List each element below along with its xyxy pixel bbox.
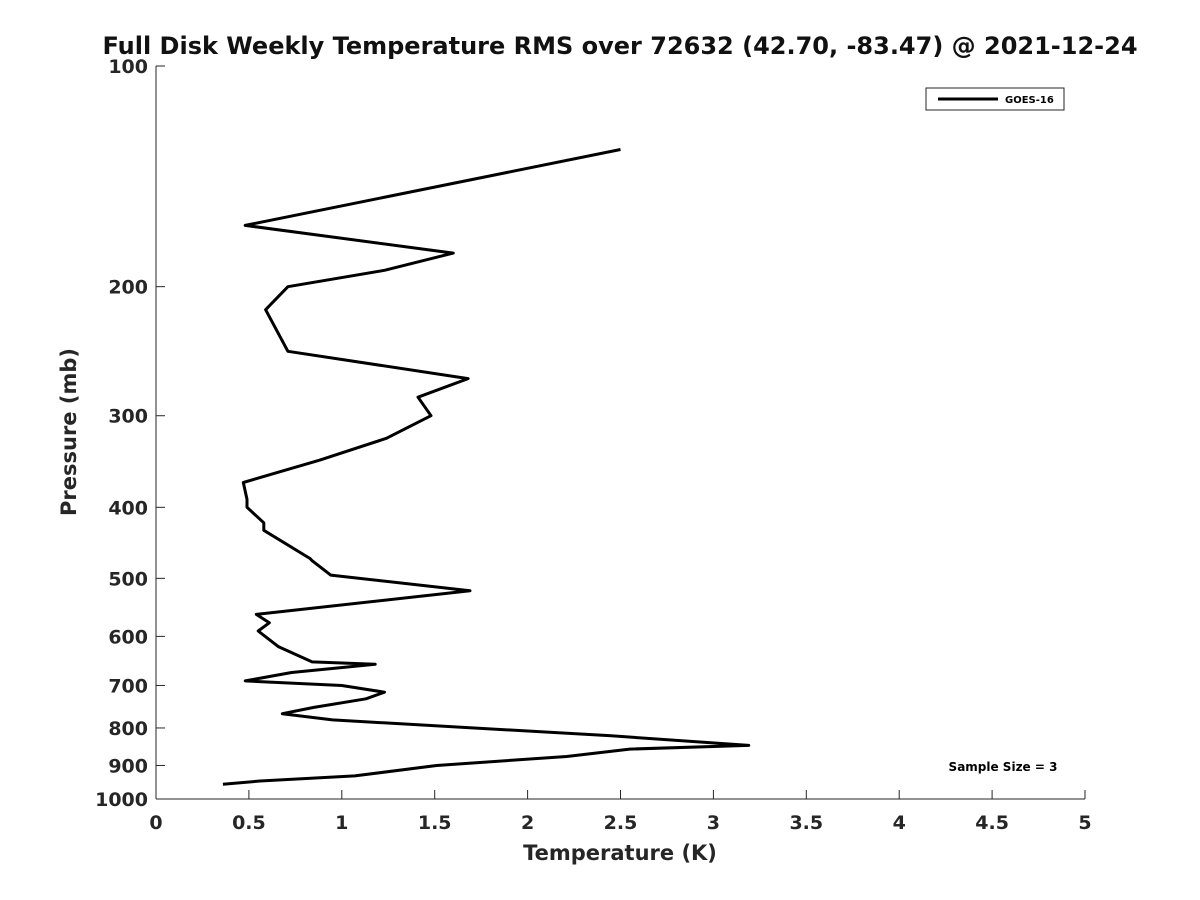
legend: GOES-16 [925,87,1065,111]
y-ticks: 100 200 300 400 500 600 700 800 900 1000 [95,56,165,811]
y-tick-label: 700 [108,675,148,697]
x-tick-label: 4.5 [975,812,1009,834]
y-tick-label: 600 [108,626,148,648]
y-tick-label: 100 [108,56,148,78]
x-tick-label: 3.5 [789,812,823,834]
y-tick-label: 800 [108,718,148,740]
x-ticks: 0 0.5 1 1.5 2 2.5 3 3.5 4 4.5 5 [149,790,1092,834]
x-tick-label: 3 [707,812,720,834]
legend-label: GOES-16 [1005,95,1054,106]
plot-axes [155,66,1085,800]
series-line-goes-16 [222,148,751,786]
y-tick-label: 1000 [95,789,148,811]
y-tick-label: 500 [108,568,148,590]
y-tick-label: 200 [108,277,148,299]
series-group [222,148,751,786]
x-tick-label: 5 [1078,812,1091,834]
y-tick-label: 400 [108,497,148,519]
x-tick-label: 1 [335,812,348,834]
chart-title: Full Disk Weekly Temperature RMS over 72… [102,32,1137,60]
x-tick-label: 0.5 [232,812,266,834]
y-axis-label: Pressure (mb) [57,348,81,516]
x-tick-label: 4 [893,812,906,834]
sample-size-annotation: Sample Size = 3 [949,760,1058,774]
x-tick-label: 0 [149,812,162,834]
x-tick-label: 1.5 [418,812,452,834]
x-axis-label: Temperature (K) [523,841,717,865]
y-tick-label: 900 [108,755,148,777]
y-tick-label: 300 [108,406,148,428]
x-tick-label: 2.5 [604,812,638,834]
x-tick-label: 2 [521,812,534,834]
